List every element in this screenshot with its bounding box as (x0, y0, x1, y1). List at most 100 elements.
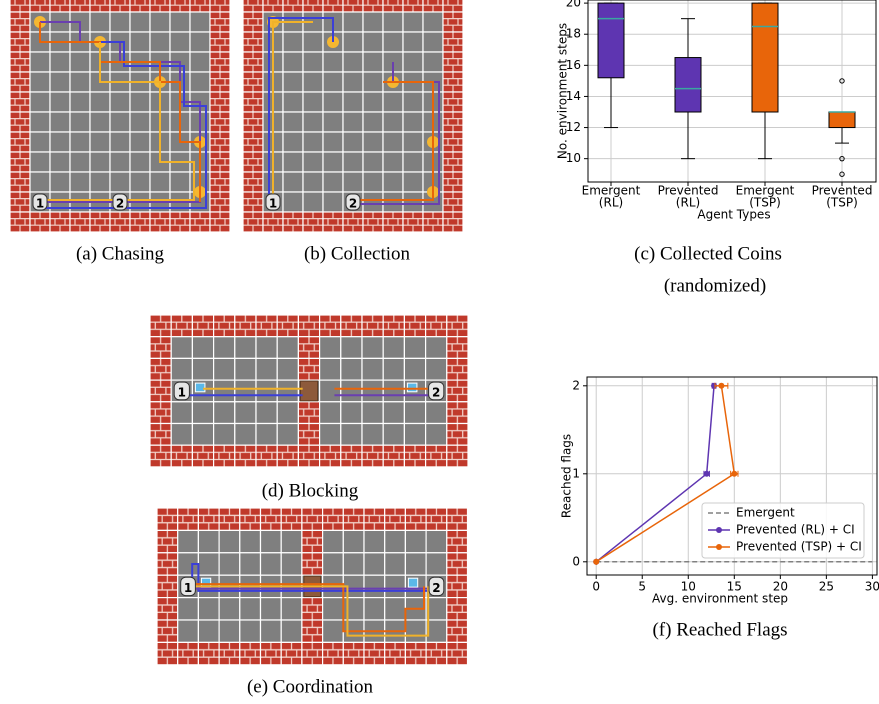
floor-cell (342, 131, 364, 153)
brick-cell (442, 11, 464, 33)
floor-cell (422, 31, 444, 53)
floor-cell (197, 529, 220, 554)
floor-cell (29, 51, 51, 73)
brick-cell (177, 507, 199, 531)
y-axis-label: Reached flags (560, 434, 574, 518)
agent (428, 381, 445, 401)
floor-cell (402, 111, 424, 133)
brick-cell (109, 0, 131, 13)
floor-cell (342, 171, 364, 193)
brick-cell (446, 596, 469, 621)
floor-cell (403, 422, 427, 446)
floor-cell (404, 619, 427, 643)
floor-cell (342, 111, 364, 133)
brick-cell (362, 0, 384, 13)
brick-cell (297, 336, 321, 360)
floor-cell (280, 529, 303, 554)
floor-cell (177, 529, 199, 554)
floor-cell (69, 151, 91, 173)
floor-cell (363, 596, 386, 621)
floor-cell (402, 131, 424, 153)
brick-cell (404, 507, 427, 531)
floor-cell (29, 91, 51, 113)
brick-cell (297, 444, 321, 468)
floor-cell (129, 111, 151, 133)
brick-cell (425, 314, 448, 338)
brick-cell (422, 211, 444, 233)
x-tick-label: (RL) (676, 196, 700, 210)
brick-cell (425, 507, 448, 531)
floor-cell (403, 357, 427, 381)
brick-cell (209, 91, 231, 113)
floor-cell (322, 51, 344, 73)
floor-cell (213, 422, 236, 446)
agent (112, 193, 128, 211)
brick-cell (197, 507, 220, 531)
floor-cell (49, 91, 71, 113)
brick-cell (169, 0, 191, 13)
floor-cell (189, 71, 211, 93)
button (407, 577, 419, 588)
button (406, 382, 418, 393)
brick-cell (239, 641, 262, 666)
brick-cell (259, 641, 282, 666)
flier (839, 155, 845, 162)
floor-cell (109, 111, 131, 133)
floor-cell (189, 11, 211, 33)
brick-cell (402, 0, 424, 13)
brick-cell (301, 596, 324, 621)
x-tick-label: 30 (865, 580, 879, 594)
legend-box (701, 502, 865, 559)
floor-cell (255, 401, 278, 425)
floor-cell (213, 336, 236, 360)
floor-cell (342, 91, 364, 113)
brick-cell (446, 357, 469, 381)
floor-cell (280, 552, 303, 576)
floor-cell (49, 131, 71, 153)
brick-cell (276, 444, 300, 468)
x-tick-label: Prevented (812, 184, 873, 198)
brick-cell (301, 641, 324, 666)
y-tick-label: 1 (572, 466, 580, 480)
brick-cell (149, 379, 172, 403)
floor-cell (322, 151, 344, 173)
door (299, 380, 319, 402)
floor-cell (322, 552, 344, 576)
brick-cell (170, 444, 193, 468)
floor-cell (49, 71, 71, 93)
floor-cell (255, 336, 278, 360)
floor-cell (239, 596, 262, 621)
floor-cell (282, 51, 304, 73)
brick-cell (361, 314, 384, 338)
brick-cell (9, 91, 31, 113)
floor-cell (340, 379, 363, 403)
brick-cell (446, 641, 469, 666)
box-chart: 101214161820Emergent(RL)Prevented(RL)Eme… (556, 0, 877, 222)
brick-cell (234, 314, 257, 338)
floor-cell (342, 552, 365, 576)
point (731, 470, 738, 477)
x-tick-label: Emergent (736, 184, 795, 198)
agent-path (39, 22, 201, 202)
floor-cell (282, 131, 304, 153)
brick-cell (29, 211, 51, 233)
brick-cell (363, 641, 386, 666)
floor-cell (234, 401, 257, 425)
brick-cell (218, 641, 241, 666)
floor-cell (402, 31, 424, 53)
floor-cell (361, 336, 384, 360)
brick-cell (384, 507, 407, 531)
brick-cell (297, 401, 321, 425)
floor-cell (276, 357, 300, 381)
legend-marker (716, 544, 722, 550)
floor-cell (218, 529, 241, 554)
floor-cell (234, 357, 257, 381)
floor-cell (234, 379, 257, 403)
brick-cell (442, 151, 464, 173)
brick-cell (340, 314, 363, 338)
floor-cell (362, 31, 384, 53)
floor-cell (69, 91, 91, 113)
y-tick-label: 12 (566, 120, 581, 134)
floor-cell (382, 111, 404, 133)
brick-cell (282, 0, 304, 13)
